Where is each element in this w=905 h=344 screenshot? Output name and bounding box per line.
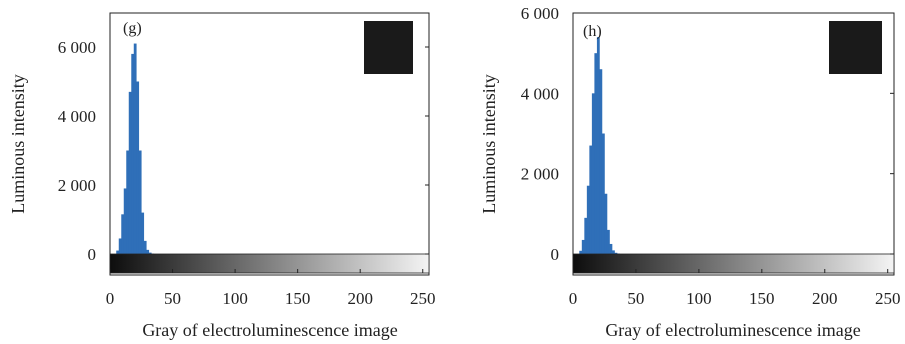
histogram-bar: [133, 43, 137, 254]
histogram-bar: [143, 240, 147, 254]
panel-label: (h): [583, 23, 602, 40]
chart-panel-h: (h) 0 2 000 4 000 6 000 0 50 100 150 200 250 Gra…: [479, 4, 900, 340]
histogram-bar: [601, 133, 605, 254]
x-tick-label: 0: [569, 289, 578, 308]
histogram-bar: [118, 238, 122, 254]
histogram-bar: [128, 91, 132, 254]
inset-electroluminescence-image: [829, 21, 882, 74]
histogram-bar: [599, 69, 603, 254]
x-axis-ticks: 0 50 100 150 200 250: [569, 269, 901, 308]
y-tick-label: 4 000: [58, 107, 96, 126]
histogram-bar: [148, 252, 152, 254]
histogram-bar: [612, 250, 615, 254]
histogram-bar: [579, 250, 583, 254]
y-tick-label: 0: [88, 245, 97, 264]
histogram-bar: [126, 150, 130, 254]
x-tick-label: 250: [875, 289, 901, 308]
y-tick-label: 2 000: [58, 176, 96, 195]
histogram-bar: [604, 193, 608, 254]
histogram-bar: [591, 93, 595, 254]
histogram-bar: [136, 81, 140, 254]
x-axis-ticks: 0 50 100 150 200 250: [106, 269, 436, 308]
x-tick-label: 150: [749, 289, 775, 308]
x-tick-label: 200: [347, 289, 373, 308]
chart-panel-g: (g) 0 2 000 4 000 6 000 0 50 100 150 200 250 Gra…: [8, 12, 436, 340]
x-axis-label: Gray of electroluminescence image: [605, 320, 860, 340]
x-tick-label: 100: [686, 289, 712, 308]
histogram-bar: [596, 37, 600, 254]
x-tick-label: 0: [106, 289, 115, 308]
histogram-bar: [594, 53, 598, 254]
plot-frame: [109, 12, 430, 276]
x-tick-label: 50: [164, 289, 181, 308]
y-tick-label: 6 000: [521, 4, 559, 23]
colorbar: [109, 253, 430, 274]
histogram-bar: [581, 239, 585, 254]
histogram-bar: [116, 250, 120, 254]
histogram-bar: [138, 150, 142, 254]
x-tick-label: 50: [627, 289, 644, 308]
histogram-bar: [589, 145, 593, 254]
y-tick-label: 6 000: [58, 38, 96, 57]
x-tick-label: 200: [812, 289, 838, 308]
y-axis-ticks: 0 2 000 4 000 6 000: [58, 38, 429, 264]
histogram-bar: [131, 53, 135, 255]
histogram-bar: [606, 229, 610, 254]
histogram-bar: [141, 212, 145, 254]
colorbar: [572, 253, 895, 274]
x-tick-label: 100: [222, 289, 248, 308]
plot-frame: [572, 12, 895, 276]
histogram-bar: [614, 252, 618, 254]
panel-label: (g): [123, 20, 142, 37]
x-axis-label: Gray of electroluminescence image: [142, 320, 397, 340]
y-axis-label: Luminous intensity: [8, 74, 28, 214]
y-tick-label: 4 000: [521, 84, 559, 103]
x-tick-label: 150: [285, 289, 311, 308]
y-tick-label: 2 000: [521, 165, 559, 184]
histogram-bar: [586, 185, 590, 254]
y-axis-label: Luminous intensity: [479, 74, 499, 214]
x-tick-label: 250: [410, 289, 436, 308]
inset-electroluminescence-image: [364, 21, 413, 74]
y-tick-label: 0: [551, 245, 560, 264]
y-axis-ticks: 0 2 000 4 000 6 000: [521, 4, 894, 264]
histogram-bar: [609, 243, 613, 254]
histogram-bar: [121, 214, 125, 254]
histogram-bar: [123, 188, 127, 254]
histogram-bar: [584, 217, 588, 254]
histogram-bars: [116, 43, 155, 255]
histogram-bars: [579, 37, 620, 255]
histogram-bar: [146, 249, 150, 254]
